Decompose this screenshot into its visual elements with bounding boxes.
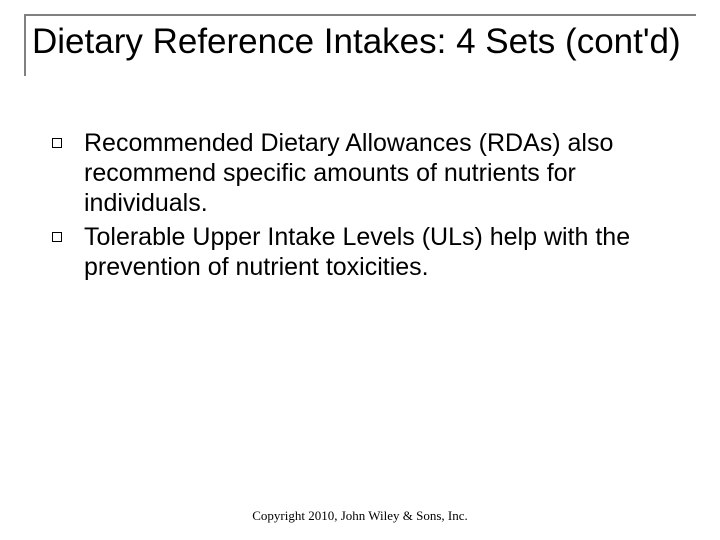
square-bullet-icon bbox=[52, 138, 62, 148]
bullet-text: Tolerable Upper Intake Levels (ULs) help… bbox=[84, 222, 686, 282]
slide-title: Dietary Reference Intakes: 4 Sets (cont'… bbox=[32, 22, 696, 62]
bullet-text: Recommended Dietary Allowances (RDAs) al… bbox=[84, 128, 686, 218]
square-bullet-icon bbox=[52, 232, 62, 242]
slide-container: Dietary Reference Intakes: 4 Sets (cont'… bbox=[0, 0, 720, 540]
title-frame: Dietary Reference Intakes: 4 Sets (cont'… bbox=[24, 14, 696, 76]
list-item: Recommended Dietary Allowances (RDAs) al… bbox=[34, 128, 686, 218]
slide-body: Recommended Dietary Allowances (RDAs) al… bbox=[34, 128, 686, 286]
list-item: Tolerable Upper Intake Levels (ULs) help… bbox=[34, 222, 686, 282]
copyright-footer: Copyright 2010, John Wiley & Sons, Inc. bbox=[0, 508, 720, 524]
